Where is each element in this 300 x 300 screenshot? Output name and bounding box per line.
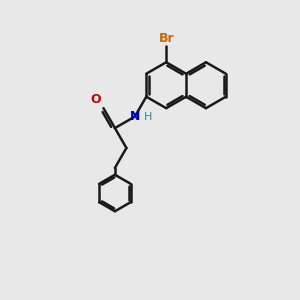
Text: Br: Br (158, 32, 174, 45)
Text: H: H (144, 112, 152, 122)
Text: N: N (130, 110, 140, 123)
Text: O: O (91, 93, 101, 106)
